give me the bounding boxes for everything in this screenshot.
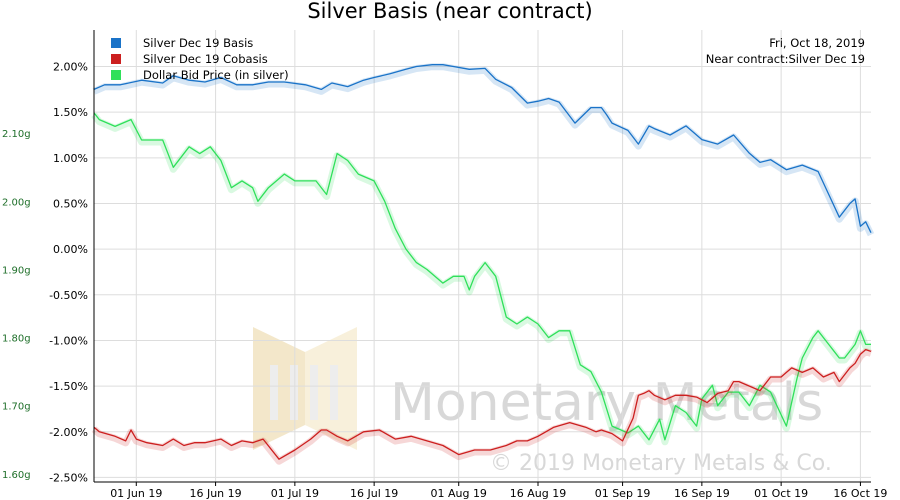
info-box: Fri, Oct 18, 2019 Near contract:Silver D… — [706, 36, 865, 66]
series-lines — [91, 63, 875, 465]
x-tick-label: 16 Aug 19 — [510, 487, 566, 500]
y-tick-label-percent: -2.50% — [49, 471, 88, 484]
y-tick-label-percent: -2.00% — [49, 426, 88, 439]
watermark-copyright: © 2019 Monetary Metals & Co. — [490, 451, 832, 476]
y-tick-label-percent: 1.00% — [53, 152, 88, 165]
y-tick-label-grams: 1.90g — [2, 265, 31, 276]
y-tick-label-grams: 2.00g — [2, 197, 31, 208]
info-date: Fri, Oct 18, 2019 — [769, 36, 865, 50]
info-near-contract: Near contract:Silver Dec 19 — [706, 52, 865, 66]
legend-swatch-cobasis — [111, 54, 121, 64]
y-tick-label-percent: 0.00% — [53, 243, 88, 256]
chart-title: Silver Basis (near contract) — [307, 0, 592, 23]
grid — [94, 30, 871, 482]
y-tick-label-percent: 1.50% — [53, 106, 88, 119]
x-tick-label: 16 Sep 19 — [674, 487, 730, 500]
series-glow-basis — [92, 63, 875, 237]
y-tick-label-percent: -1.50% — [49, 380, 88, 393]
legend-swatch-bid — [111, 70, 121, 80]
x-tick-label: 16 Jun 19 — [189, 487, 241, 500]
y-tick-label-percent: -1.00% — [49, 334, 88, 347]
watermark-logo — [253, 327, 357, 450]
series-glow-bid — [91, 112, 871, 446]
y-axis-percent-ticks: 2.00% 1.50% 1.00% 0.50% 0.00% -0.50% -1.00% -1.… — [49, 61, 88, 485]
x-tick-label: 01 Sep 19 — [595, 487, 651, 500]
x-tick-label: 01 Jul 19 — [271, 487, 319, 500]
series-line-cobasis — [93, 348, 872, 460]
x-tick-label: 01 Oct 19 — [754, 487, 808, 500]
x-axis-ticks: 01 Jun 19 16 Jun 19 01 Jul 19 16 Jul 19 01 A… — [110, 482, 887, 500]
legend-label-cobasis: Silver Dec 19 Cobasis — [143, 52, 268, 66]
y-tick-label-grams: 2.10g — [2, 129, 31, 140]
y-tick-label-percent: 0.50% — [53, 197, 88, 210]
y-tick-label-percent: -0.50% — [49, 289, 88, 302]
legend-label-basis: Silver Dec 19 Basis — [143, 36, 253, 50]
legend-swatch-basis — [111, 38, 121, 48]
y-axis-grams-ticks: 2.10g 2.00g 1.90g 1.80g 1.70g 1.60g — [2, 129, 31, 481]
x-tick-label: 01 Jun 19 — [110, 487, 162, 500]
y-tick-label-percent: 2.00% — [53, 61, 88, 74]
y-tick-label-grams: 1.60g — [2, 470, 31, 481]
x-tick-label: 16 Oct 19 — [833, 487, 887, 500]
x-tick-label: 01 Aug 19 — [430, 487, 486, 500]
series-line-bid — [93, 112, 871, 441]
series-line-basis — [93, 64, 872, 233]
series-glow-cobasis — [91, 348, 873, 465]
legend: Silver Dec 19 Basis Silver Dec 19 Cobasi… — [111, 36, 289, 82]
y-tick-label-grams: 1.70g — [2, 402, 31, 413]
legend-label-bid: Dollar Bid Price (in silver) — [143, 68, 289, 82]
x-tick-label: 16 Jul 19 — [350, 487, 398, 500]
watermark: Monetary Metals © 2019 Monetary Metals &… — [253, 327, 832, 476]
y-tick-label-grams: 1.80g — [2, 334, 31, 345]
